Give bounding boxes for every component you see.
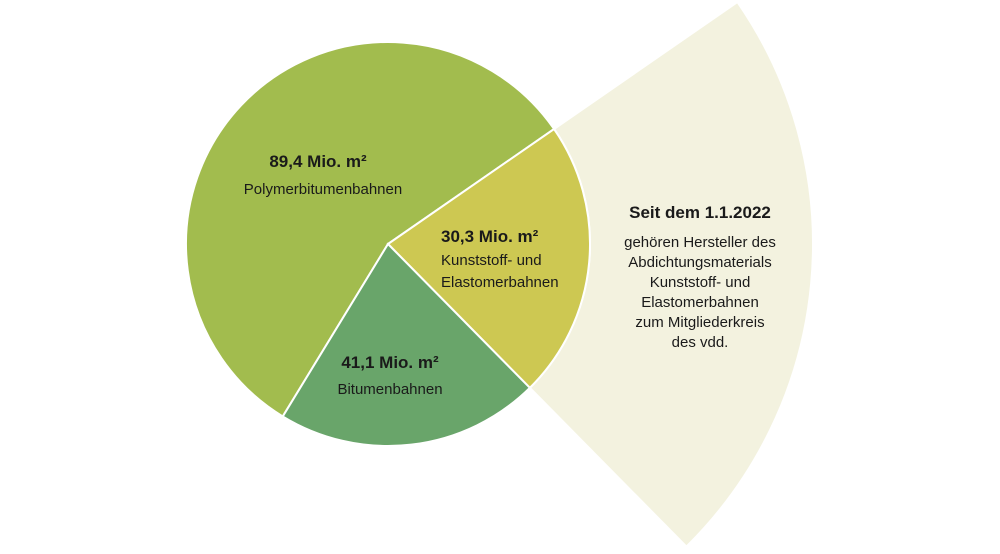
slice-polymer xyxy=(185,41,556,418)
slice-value-kunststoff: 30,3 Mio. m² xyxy=(441,227,539,246)
slice-kunststoff xyxy=(386,127,591,390)
slice-label-bitumen: Bitumenbahnen xyxy=(337,381,443,398)
callout-line: zum Mitgliederkreis xyxy=(635,314,765,331)
slice-label-polymer: Polymerbitumenbahnen xyxy=(243,181,403,198)
callout-line: des vdd. xyxy=(671,334,729,351)
callout-line: gehören Hersteller des xyxy=(624,234,776,251)
callout-line: Kunststoff- und xyxy=(649,274,751,291)
slice-bitumen xyxy=(281,242,532,447)
slice-value-polymer: 89,4 Mio. m² xyxy=(269,152,367,171)
callout-title: Seit dem 1.1.2022 xyxy=(629,203,771,222)
callout-line: Abdichtungsmaterials xyxy=(628,254,772,271)
slice-label-kunststoff-line2: Elastomerbahnen xyxy=(441,274,559,291)
callout-line: Elastomerbahnen xyxy=(641,294,759,311)
slice-label-kunststoff-line1: Kunststoff- und xyxy=(441,252,542,269)
slice-value-bitumen: 41,1 Mio. m² xyxy=(341,353,439,372)
